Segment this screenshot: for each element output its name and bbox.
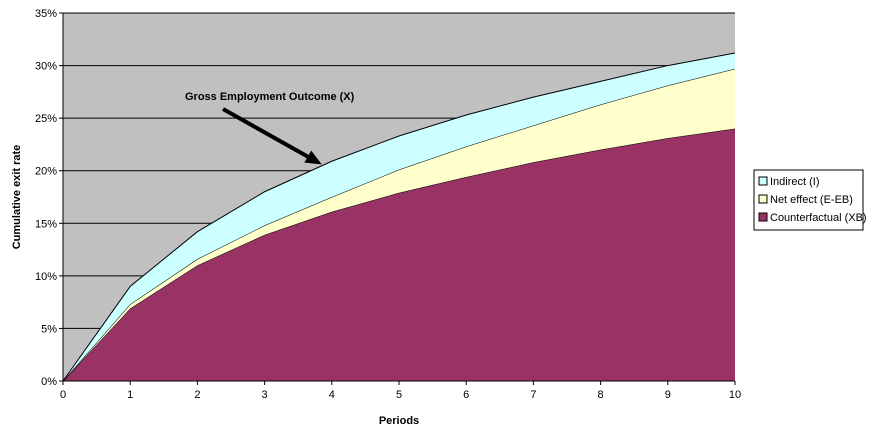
x-tick-label: 9 (665, 389, 671, 401)
area-2 (63, 68, 735, 382)
legend-label: Indirect (I) (770, 176, 820, 188)
annotation-text: Gross Employment Outcome (X) (185, 91, 355, 103)
y-tick-label: 15% (35, 218, 57, 230)
legend: Indirect (I) Net effect (E-EB) Counterfact… (753, 169, 867, 231)
annotation: Gross Employment Outcome (X) (185, 91, 355, 165)
y-tick-label: 20% (35, 166, 57, 178)
x-tick-labels: 0 1 2 3 4 5 6 7 8 9 10 (60, 381, 741, 401)
legend-swatch (758, 194, 768, 204)
legend-swatch (758, 212, 768, 222)
annotation-arrowhead (304, 150, 322, 165)
x-axis-title: Periods (379, 415, 419, 426)
x-tick-label: 6 (463, 389, 469, 401)
y-tick-label: 25% (35, 113, 57, 125)
y-tick-label: 0% (41, 376, 57, 388)
x-tick-label: 1 (127, 389, 133, 401)
x-tick-label: 8 (598, 389, 604, 401)
x-tick-label: 5 (396, 389, 402, 401)
area-series (62, 52, 736, 382)
x-tick-label: 10 (729, 389, 741, 401)
x-tick-label: 3 (262, 389, 268, 401)
y-tick-label: 10% (35, 271, 57, 283)
y-tick-label: 35% (35, 8, 57, 20)
y-tick-label: 5% (41, 323, 57, 335)
annotation-arrow (222, 107, 309, 159)
legend-box (753, 169, 864, 231)
area-1 (63, 128, 735, 381)
x-tick-label: 4 (329, 389, 335, 401)
x-tick-label: 7 (530, 389, 536, 401)
area-outline-3 (62, 52, 736, 382)
y-tick-labels: 0% 5% 10% 15% 20% 25% 30% 35% (35, 8, 63, 388)
legend-label: Net effect (E-EB) (770, 194, 853, 206)
legend-swatch (758, 176, 768, 186)
y-tick-label: 30% (35, 61, 57, 73)
x-tick-label: 2 (194, 389, 200, 401)
x-tick-label: 0 (60, 389, 66, 401)
legend-label: Counterfactual (XB) (770, 212, 867, 224)
y-axis-title: Cumulative exit rate (11, 145, 23, 250)
